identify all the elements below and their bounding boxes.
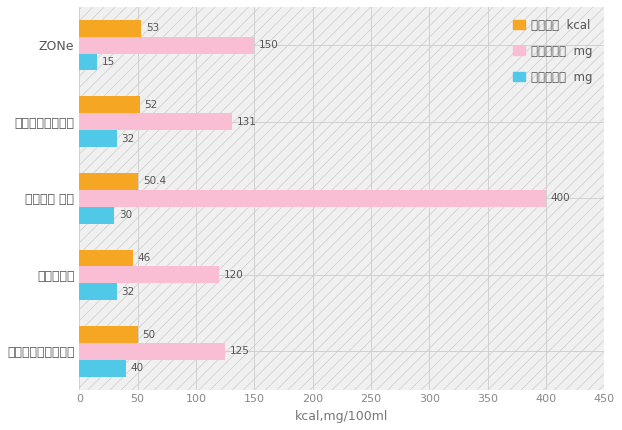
Legend: カロリー  kcal, アルギニン  mg, カフェイン  mg: カロリー kcal, アルギニン mg, カフェイン mg [508,13,598,89]
Text: 120: 120 [224,270,244,280]
Text: 400: 400 [551,194,570,203]
Bar [80,267,220,283]
Text: 53: 53 [146,23,159,34]
Text: 131: 131 [237,117,257,127]
Text: 32: 32 [121,134,134,144]
X-axis label: kcal,mg/100ml: kcal,mg/100ml [295,410,389,423]
Bar [80,130,117,147]
Bar [80,283,117,300]
Bar [80,20,141,37]
Bar [80,360,126,377]
Text: 125: 125 [230,347,250,356]
Bar [80,114,232,130]
Bar [80,190,546,207]
Bar [80,326,137,343]
Text: 50: 50 [142,329,156,340]
Text: 30: 30 [119,210,132,220]
Text: 15: 15 [101,57,114,67]
Bar [80,207,114,224]
Bar [80,249,133,267]
Text: 50.4: 50.4 [143,176,166,187]
Bar [80,343,225,360]
Text: 46: 46 [137,253,151,263]
Text: 150: 150 [259,40,279,50]
Bar [80,96,140,114]
Bar [80,173,138,190]
Text: 32: 32 [121,287,134,297]
Text: 52: 52 [145,100,158,110]
Bar [80,37,254,54]
Bar [80,54,97,71]
Text: 40: 40 [131,363,144,373]
